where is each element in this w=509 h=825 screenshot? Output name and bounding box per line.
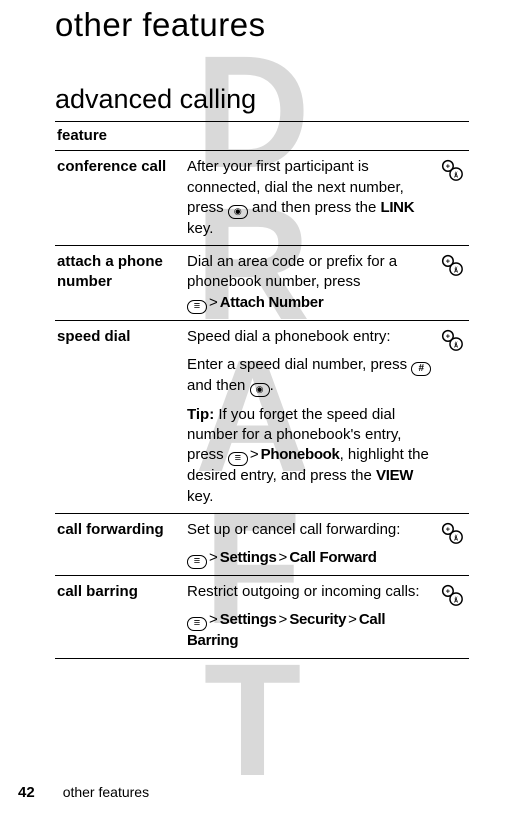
table-row: call forwarding Set up or cancel call fo… [55,513,469,575]
text: Restrict outgoing or incoming calls: [187,582,433,602]
separator: > [207,611,220,628]
svg-text:Å: Å [454,173,458,180]
text: Speed dial a phonebook entry: [187,327,433,347]
table-row: attach a phone number Dial an area code … [55,246,469,321]
text: Set up or cancel call forwarding: [187,520,433,540]
separator: > [277,611,290,628]
feature-name: call forwarding [55,513,185,575]
nav-key-icon [250,383,270,397]
menu-path: Attach Number [220,294,324,311]
feature-name: speed dial [55,320,185,513]
menu-key-icon [187,555,207,569]
menu-path: Security [289,611,346,628]
separator: > [346,611,359,628]
svg-text:Å: Å [454,342,458,349]
svg-text:+: + [446,256,450,265]
feature-desc: Set up or cancel call forwarding: >Setti… [185,513,437,575]
svg-text:+: + [446,331,450,340]
feature-desc: Dial an area code or prefix for a phoneb… [185,246,437,321]
feature-name: call barring [55,576,185,659]
link-key-label: LINK [380,199,414,216]
table-row: conference call After your first partici… [55,151,469,246]
nav-key-icon [228,205,248,219]
page-footer: 42 other features [18,784,469,801]
separator: > [207,549,220,566]
text: . [270,377,274,394]
svg-text:Å: Å [454,535,458,542]
svg-text:+: + [446,162,450,171]
menu-path: Call Forward [289,549,376,566]
svg-text:+: + [446,524,450,533]
menu-key-icon [228,452,248,466]
table-header: feature [55,122,469,151]
network-icon: + (( Å [439,327,465,353]
text: key. [187,488,213,505]
menu-path: Settings [220,611,277,628]
network-icon: + (( Å [439,520,465,546]
feature-desc: After your first participant is connecte… [185,151,437,246]
separator: > [248,446,261,463]
tip-label: Tip: [187,406,214,423]
hash-key-icon [411,362,431,376]
menu-key-icon [187,617,207,631]
feature-desc: Speed dial a phonebook entry: Enter a sp… [185,320,437,513]
menu-path: Settings [220,549,277,566]
feature-name: attach a phone number [55,246,185,321]
text: and then [187,377,250,394]
text: key. [187,220,213,237]
section-title: advanced calling [55,84,469,115]
svg-text:+: + [446,586,450,595]
running-head: other features [63,784,149,800]
network-icon: + (( Å [439,157,465,183]
svg-text:Å: Å [454,268,458,275]
chapter-title: other features [55,6,469,44]
menu-key-icon [187,300,207,314]
menu-path: Phonebook [261,446,340,463]
text: and then press the [248,199,381,216]
page-number: 42 [18,784,35,801]
table-row: call barring Restrict outgoing or incomi… [55,576,469,659]
feature-name: conference call [55,151,185,246]
network-icon: + (( Å [439,582,465,608]
separator: > [277,549,290,566]
separator: > [207,294,220,311]
svg-text:Å: Å [454,598,458,605]
feature-desc: Restrict outgoing or incoming calls: >Se… [185,576,437,659]
table-row: speed dial Speed dial a phonebook entry:… [55,320,469,513]
view-key-label: VIEW [376,467,413,484]
features-table: feature conference call After your first… [55,121,469,659]
text: Enter a speed dial number, press [187,356,411,373]
network-icon: + (( Å [439,252,465,278]
text: Dial an area code or prefix for a phoneb… [187,253,397,290]
